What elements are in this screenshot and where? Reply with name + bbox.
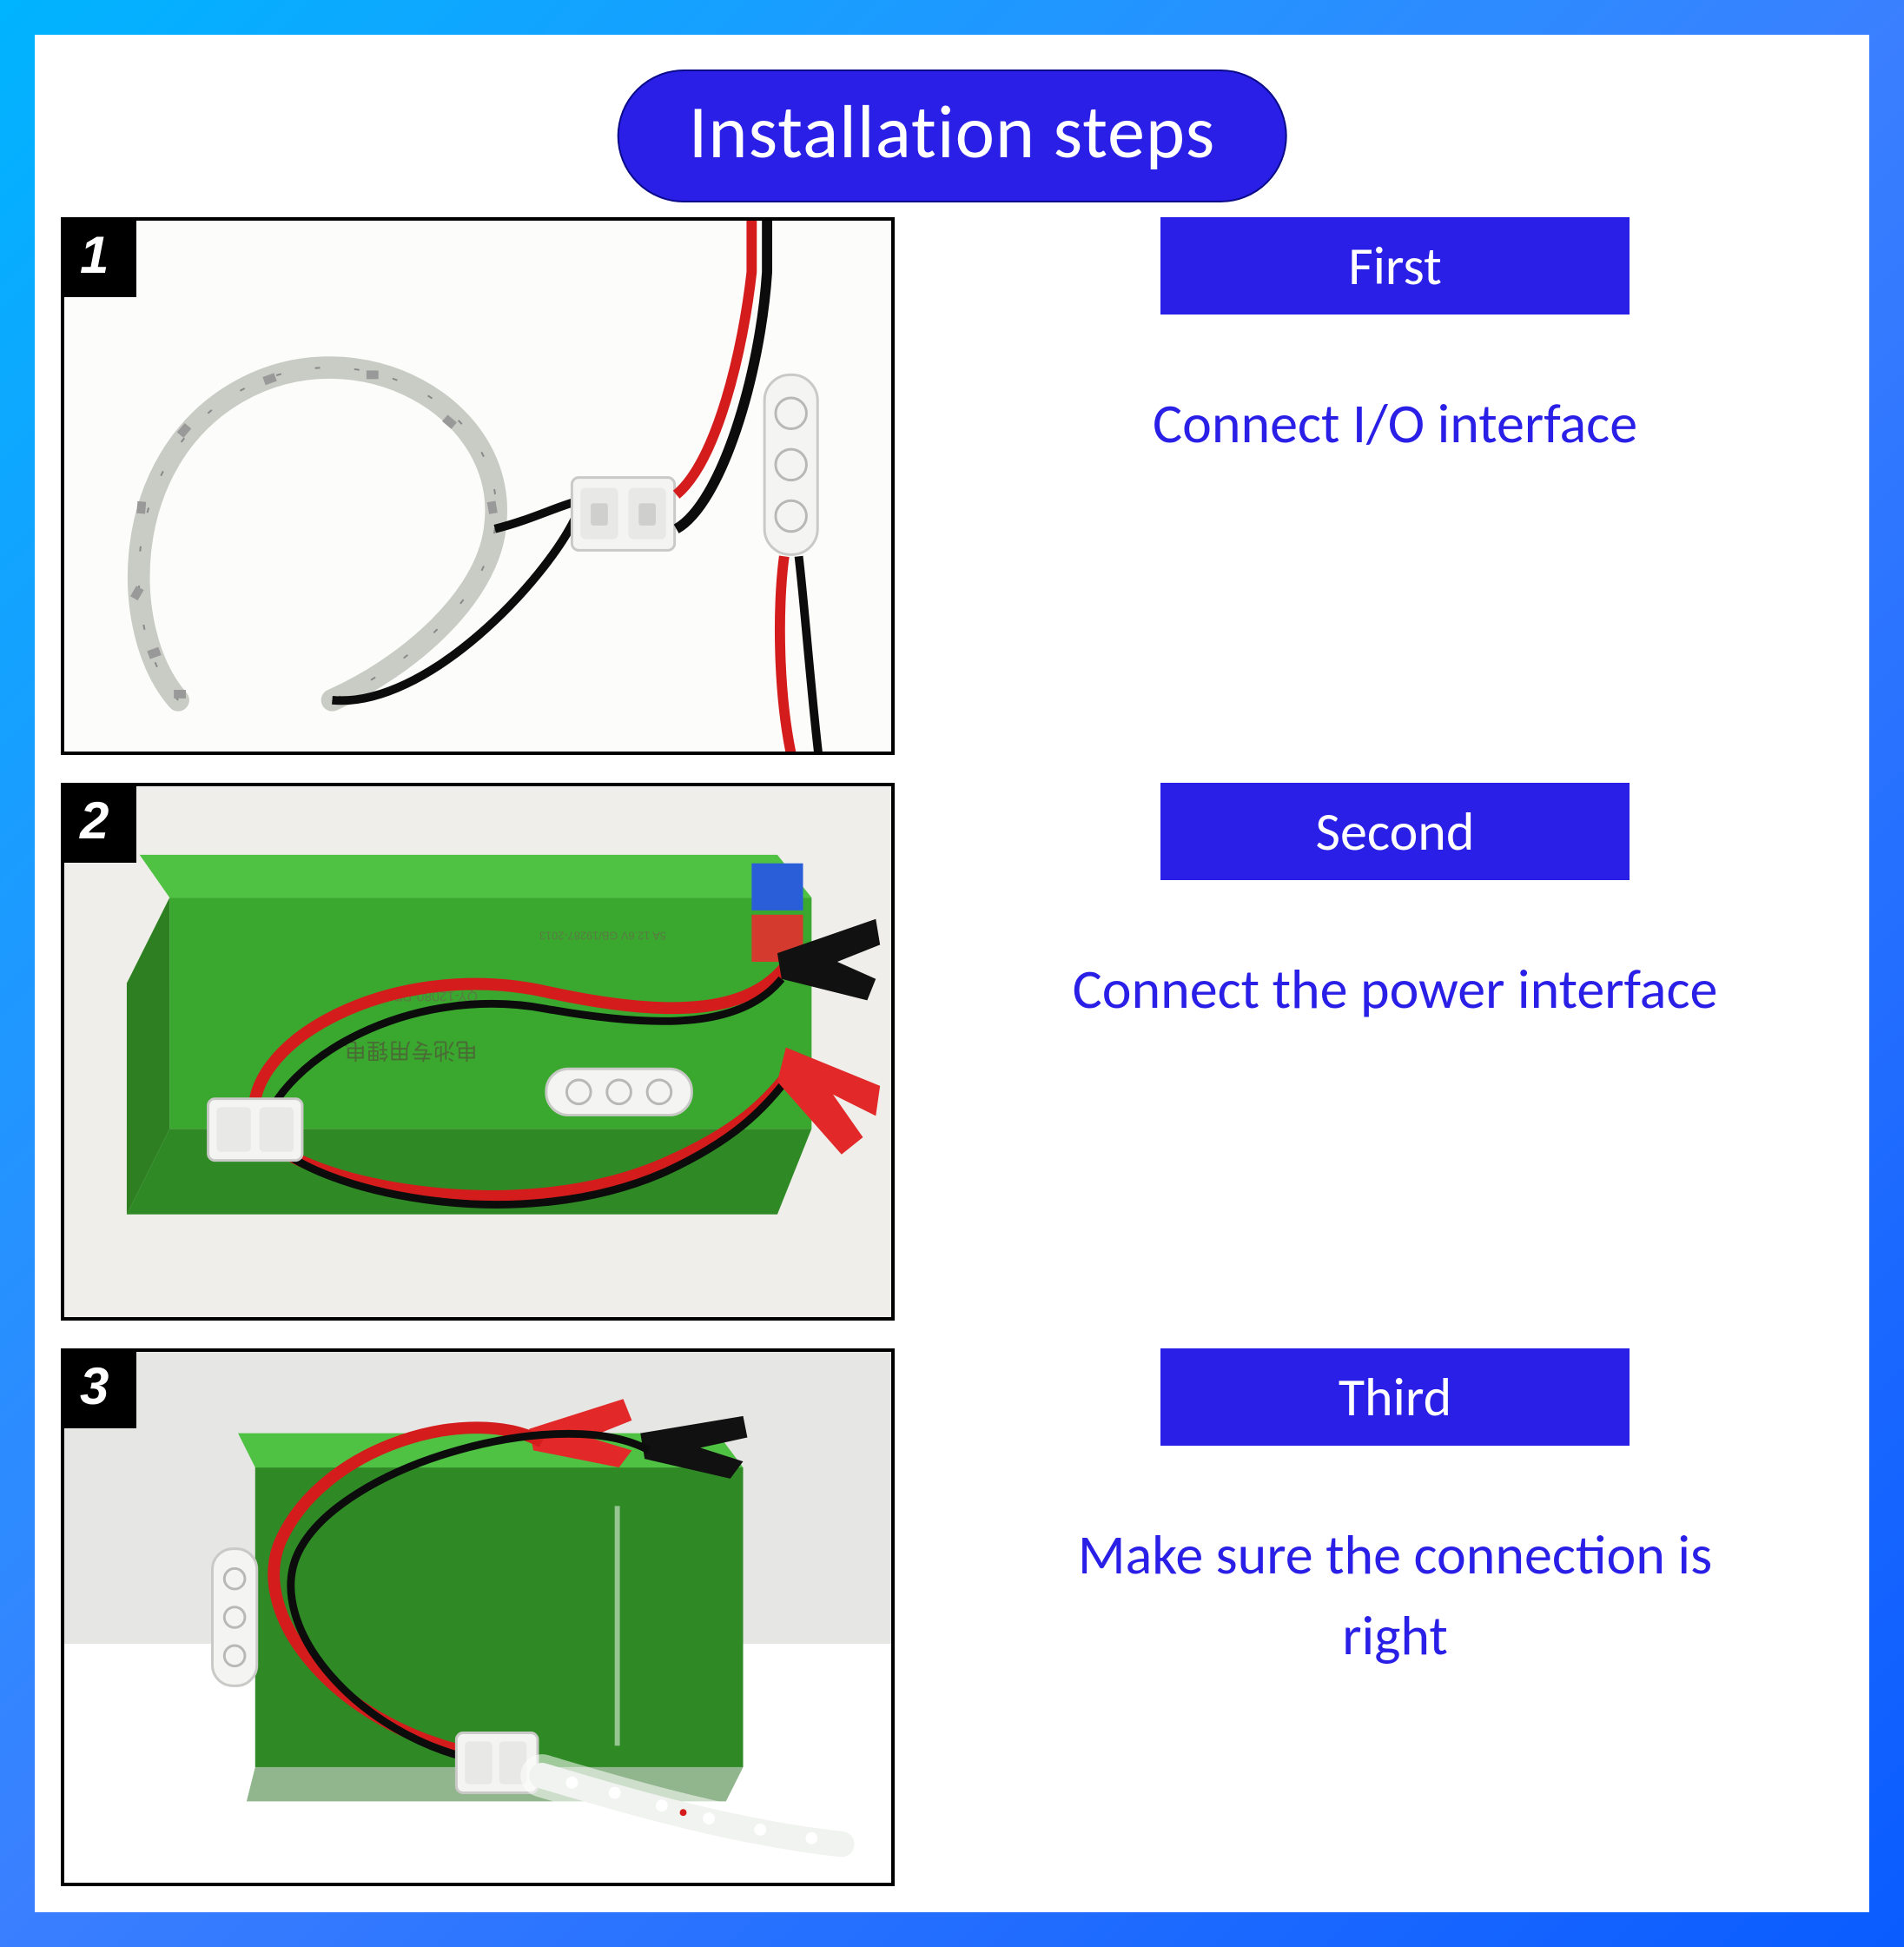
step-3-photo: 3: [61, 1348, 895, 1886]
step-2-label: Second: [1160, 783, 1630, 880]
white-connector-icon: [572, 478, 674, 551]
battery-label-main: 电池专用锂电: [344, 1038, 478, 1063]
step-2-desc: Second Connect the power interface: [947, 783, 1843, 1321]
step-2-photo: 2 电池专用锂电: [61, 783, 895, 1321]
step-2: 2 电池专用锂电: [61, 783, 1843, 1321]
step-1-desc: First Connect I/O interface: [947, 217, 1843, 755]
controller-icon: [764, 374, 817, 554]
step-2-illustration: 电池专用锂电 QY-12080-PRO 5A 12.6V GB/19287-20…: [64, 786, 891, 1317]
step-3: 3: [61, 1348, 1843, 1886]
step-2-text: Connect the power interface: [1073, 950, 1718, 1030]
main-panel: Installation steps 1: [35, 35, 1869, 1912]
step-2-badge: 2: [64, 786, 136, 863]
svg-text:5A 12.6V GB/19287-2013: 5A 12.6V GB/19287-2013: [539, 930, 666, 943]
step-3-illustration: [64, 1352, 891, 1883]
step-3-desc: Third Make sure the connection is right: [947, 1348, 1843, 1886]
steps-container: 1: [61, 217, 1843, 1886]
step-3-label: Third: [1160, 1348, 1630, 1446]
step-1: 1: [61, 217, 1843, 755]
step-1-photo: 1: [61, 217, 895, 755]
step-3-text: Make sure the connection is right: [1039, 1515, 1751, 1677]
title-pill: Installation steps: [618, 70, 1287, 202]
step-1-text: Connect I/O interface: [1153, 384, 1637, 465]
step-1-label: First: [1160, 217, 1630, 315]
step-1-badge: 1: [64, 221, 136, 297]
step-3-badge: 3: [64, 1352, 136, 1428]
step-1-illustration: [64, 221, 891, 752]
